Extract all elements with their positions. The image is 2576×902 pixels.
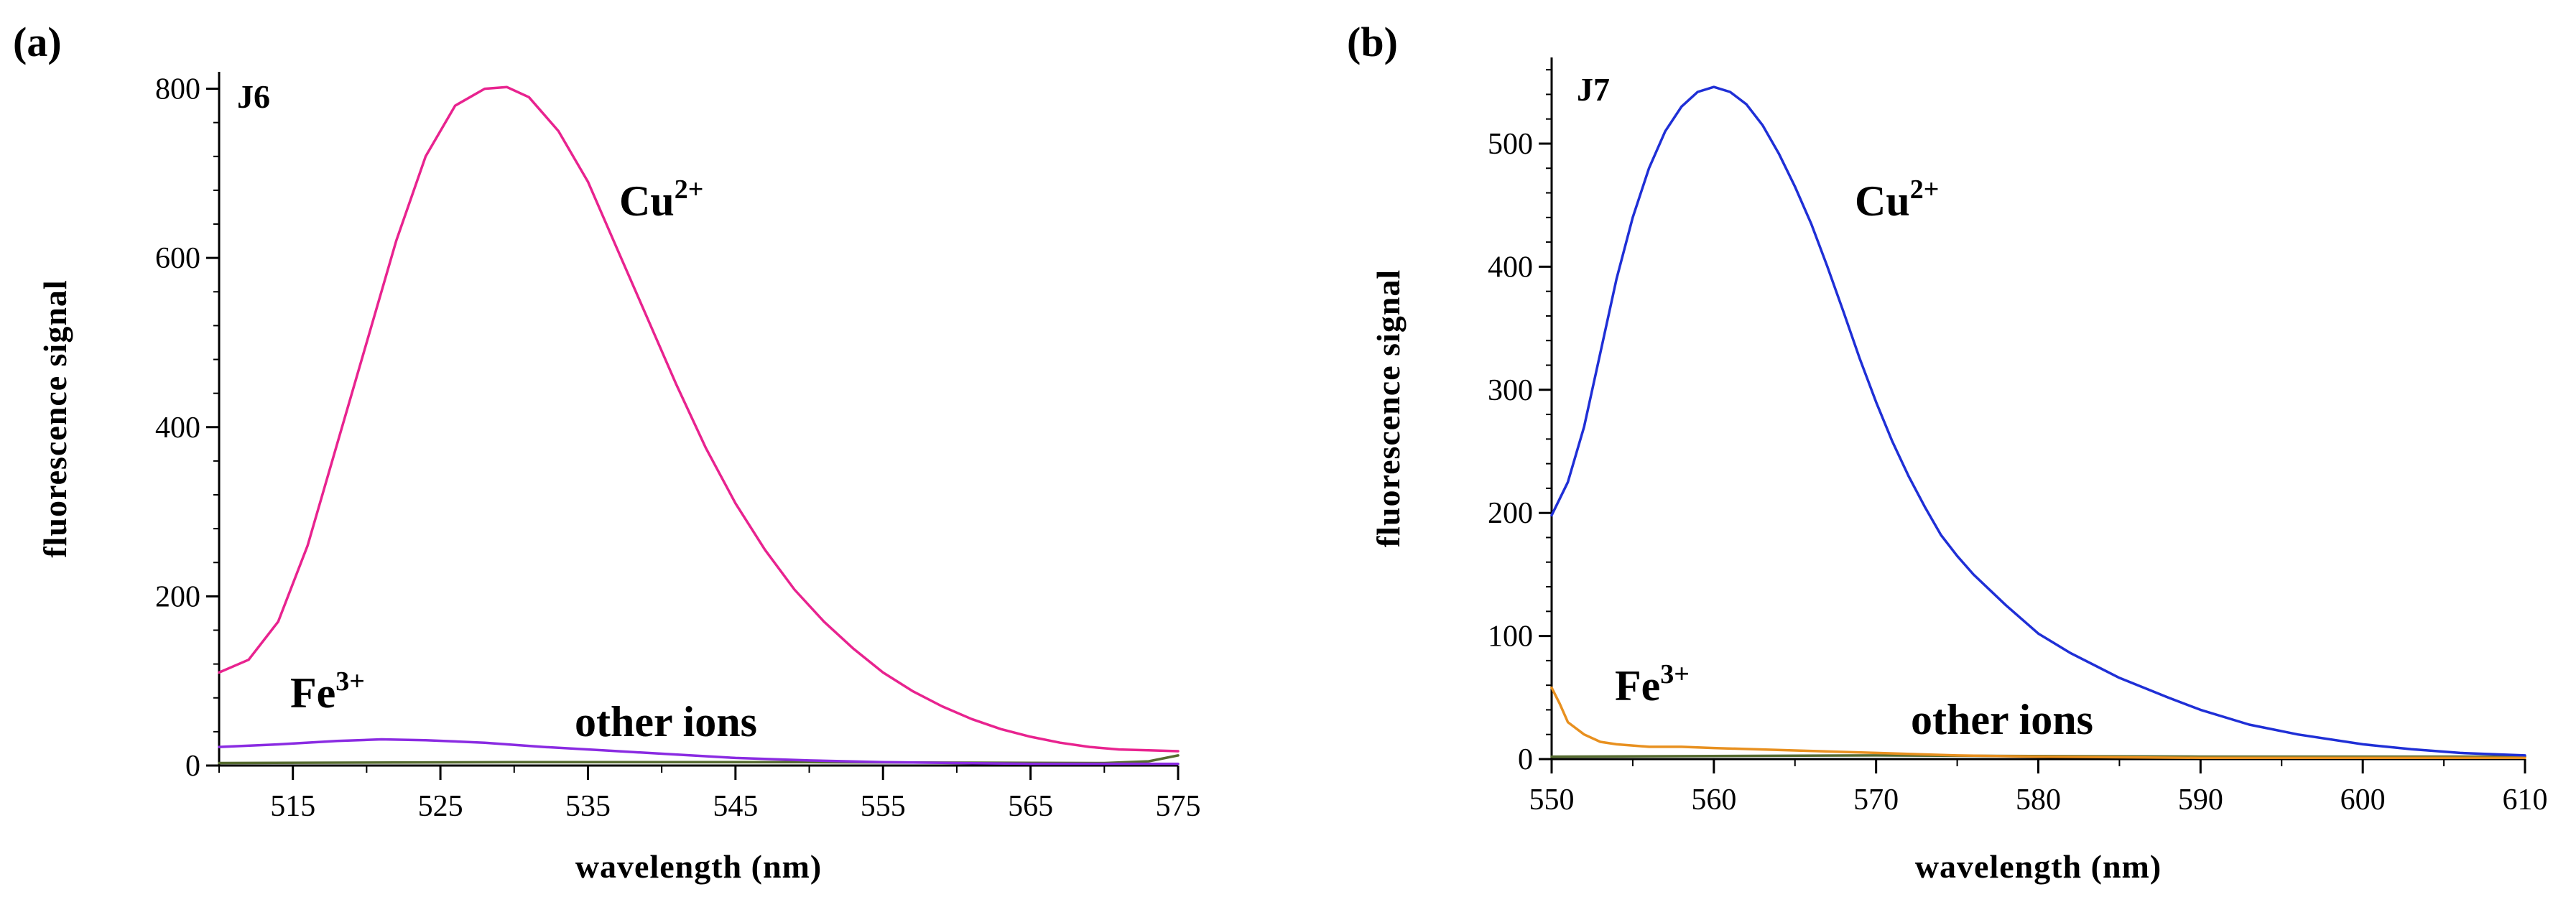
x-tick-label: 535 (565, 790, 611, 823)
series-label-text: other ions (575, 698, 757, 745)
y-tick-label: 600 (155, 242, 200, 275)
y-tick-label: 800 (155, 73, 200, 106)
series-label: other ions (1911, 696, 2093, 743)
y-tick-label: 200 (1488, 497, 1533, 530)
y-tick-label: 400 (1488, 251, 1533, 284)
x-tick-label: 555 (861, 790, 906, 823)
series-label-text: Fe (290, 669, 335, 717)
series-label: Cu2+ (619, 175, 703, 225)
chart-panel-a: (a) 0 200 400 600 800 515 525 535 545 555 565 575 wav… (13, 19, 1201, 885)
x-tick-label: 580 (2016, 784, 2061, 817)
y-tick-label: 0 (1518, 743, 1533, 776)
series-label: Fe3+ (290, 666, 365, 717)
x-tick-label: 565 (1008, 790, 1053, 823)
series-label-superscript: 2+ (675, 175, 704, 205)
x-tick-label: 590 (2178, 784, 2223, 817)
x-tick-label: 550 (1529, 784, 1575, 817)
series-label-superscript: 3+ (335, 666, 365, 697)
x-tick-label: 610 (2503, 784, 2548, 817)
x-tick-label: 515 (270, 790, 315, 823)
series-label-text: Cu (619, 177, 675, 225)
y-tick-label: 100 (1488, 620, 1533, 654)
y-tick-label: 300 (1488, 374, 1533, 407)
compound-label: J6 (237, 78, 270, 115)
panel-label: (b) (1347, 19, 1398, 65)
y-axis-title: fluorescence signal (37, 279, 73, 557)
chart-panel-b: (b) 0 100 200 300 400 500 550 560 570 580 590 600 610… (1347, 19, 2548, 885)
series-label-text: other ions (1911, 696, 2093, 743)
x-axis-title: wavelength (nm) (575, 848, 822, 885)
series-label: Fe3+ (1615, 659, 1690, 710)
series-line-cu2 (1550, 85, 2526, 757)
series-line-fe3 (1550, 686, 2526, 760)
series-label-text: Cu (1855, 177, 1910, 225)
panel-label: (a) (13, 19, 62, 65)
y-tick-label: 400 (155, 412, 200, 445)
series-label-superscript: 2+ (1910, 175, 1940, 205)
x-tick-label: 560 (1691, 784, 1736, 817)
series-label: other ions (575, 698, 757, 745)
y-tick-label: 200 (155, 580, 200, 613)
series-label: Cu2+ (1855, 175, 1939, 225)
y-tick-label: 0 (185, 750, 200, 783)
compound-label: J7 (1577, 71, 1610, 108)
x-tick-label: 525 (418, 790, 463, 823)
y-tick-label: 500 (1488, 128, 1533, 161)
series-line-fe3 (218, 738, 1180, 766)
x-tick-label: 570 (1853, 784, 1899, 817)
y-axis-title: fluorescence signal (1370, 269, 1407, 547)
series-label-text: Fe (1615, 662, 1660, 710)
x-tick-label: 600 (2340, 784, 2386, 817)
series-label-superscript: 3+ (1660, 659, 1690, 689)
x-tick-label: 575 (1156, 790, 1201, 823)
series-line-cu2 (218, 85, 1180, 753)
x-axis-title: wavelength (nm) (1915, 848, 2162, 885)
x-tick-label: 545 (713, 790, 758, 823)
